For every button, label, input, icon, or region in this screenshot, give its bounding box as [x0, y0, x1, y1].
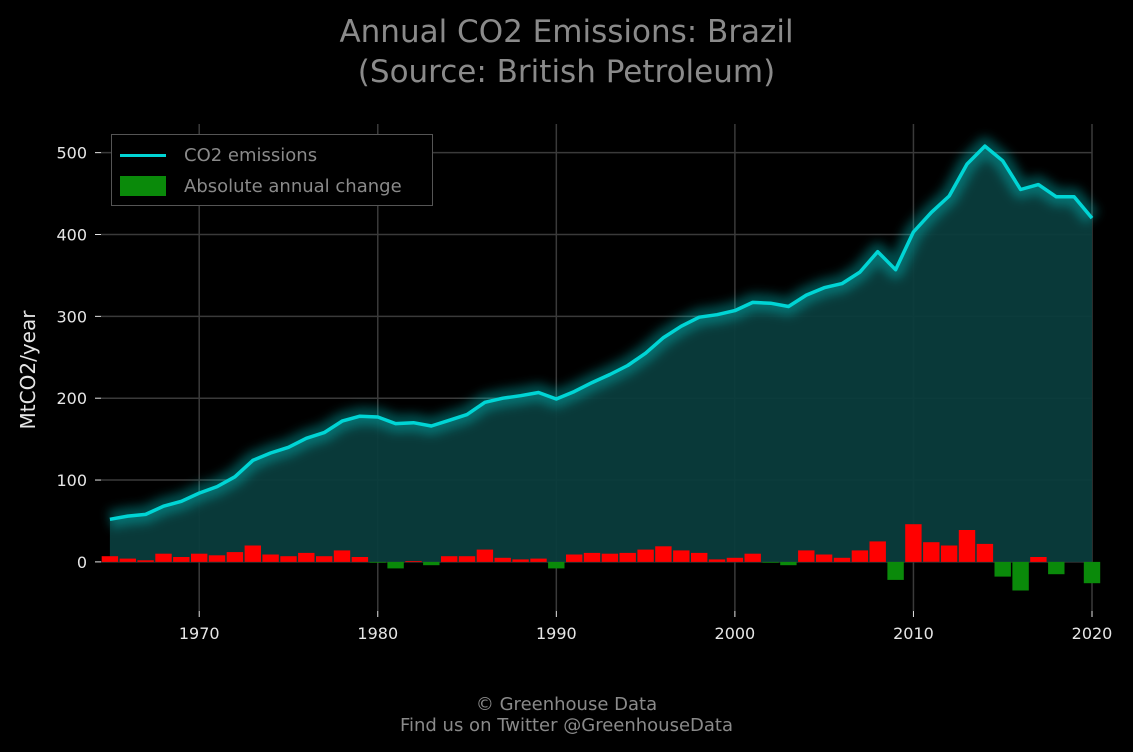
legend-item-bar: Absolute annual change: [120, 173, 402, 199]
change-bar: [583, 552, 601, 562]
change-bar: [387, 561, 404, 569]
area-fill: [109, 146, 1092, 562]
change-bar: [655, 546, 672, 562]
change-bar: [798, 550, 815, 562]
y-tick-label: 500: [56, 144, 87, 163]
emissions-line: [109, 144, 1094, 522]
change-bar: [708, 559, 726, 562]
change-bar: [494, 557, 511, 562]
y-tick-label: 0: [77, 553, 87, 572]
change-bar: [476, 549, 494, 562]
change-bar: [208, 555, 226, 562]
change-bar: [673, 550, 690, 562]
change-bar: [601, 553, 619, 562]
change-bar: [833, 557, 851, 562]
change-bar: [1048, 561, 1065, 575]
chart-title-line-1: Annual CO2 Emissions: Brazil: [339, 14, 794, 50]
y-tick-label: 400: [56, 225, 87, 244]
chart-title-line-2: (Source: British Petroleum): [357, 54, 776, 90]
y-tick-label: 200: [56, 389, 87, 408]
change-bar: [619, 552, 636, 562]
change-bar: [458, 556, 476, 562]
x-tick-label: 1990: [536, 624, 577, 643]
change-bar: [298, 552, 315, 562]
change-bar: [280, 556, 297, 562]
change-bar: [923, 542, 940, 562]
change-bar: [905, 524, 922, 562]
change-bar: [762, 561, 779, 563]
change-bar: [369, 561, 386, 563]
x-tick-label: 2000: [715, 624, 756, 643]
change-bar: [119, 558, 136, 562]
legend-label: Absolute annual change: [184, 175, 402, 197]
legend-item-line: CO2 emissions: [120, 142, 317, 168]
change-bar: [530, 558, 547, 562]
change-bar: [405, 561, 422, 562]
chart-title: Annual CO2 Emissions: Brazil (Source: Br…: [0, 12, 1133, 92]
change-bar: [262, 554, 279, 562]
change-bar: [1083, 561, 1101, 584]
change-bar: [637, 549, 654, 562]
change-bar: [887, 561, 904, 580]
axis-ticks: 0 100 200 300 400 500 1970 1980 1990 2000 2010 2020: [56, 144, 1112, 643]
change-bar: [351, 557, 369, 562]
legend: CO2 emissions Absolute annual change: [111, 134, 433, 206]
change-bar: [940, 545, 958, 562]
x-tick-label: 2020: [1072, 624, 1113, 643]
change-bar: [726, 557, 744, 562]
x-tick-label: 1970: [179, 624, 220, 643]
y-tick-label: 300: [56, 307, 87, 326]
change-bar: [744, 553, 761, 562]
y-tick-label: 100: [56, 471, 87, 490]
change-bar: [976, 543, 994, 562]
change-bar: [994, 561, 1011, 577]
change-bar: [155, 553, 172, 562]
footer-twitter: Find us on Twitter @GreenhouseData: [399, 715, 734, 736]
x-tick-label: 1980: [357, 624, 398, 643]
change-bar: [244, 545, 261, 562]
change-bar: [333, 550, 351, 562]
legend-swatch-line: [120, 153, 166, 157]
change-bar: [548, 561, 565, 569]
change-bar: [137, 560, 154, 562]
change-bar: [780, 561, 797, 566]
change-bar: [1012, 561, 1029, 591]
change-bar: [191, 553, 208, 562]
change-bar: [869, 541, 886, 562]
footer-copyright: © Greenhouse Data: [475, 694, 658, 715]
change-bar: [958, 530, 976, 562]
change-bar: [851, 550, 869, 562]
change-bar: [1030, 557, 1047, 562]
emissions-area: [109, 146, 1092, 562]
x-tick-label: 2010: [893, 624, 934, 643]
change-bar: [815, 554, 833, 562]
line-series: [108, 137, 1099, 529]
change-bar: [566, 554, 583, 562]
change-bar: [691, 552, 708, 562]
change-bar: [226, 552, 244, 562]
change-bar: [101, 556, 119, 562]
y-axis-label: MtCO2/year: [16, 310, 40, 430]
change-bar: [441, 556, 458, 562]
legend-swatch-bar: [120, 176, 166, 196]
change-bar: [423, 561, 440, 566]
change-bar: [512, 559, 529, 562]
change-bar: [316, 556, 333, 562]
change-bar: [173, 557, 190, 562]
legend-label: CO2 emissions: [184, 144, 318, 166]
bar-series: [101, 524, 1101, 591]
